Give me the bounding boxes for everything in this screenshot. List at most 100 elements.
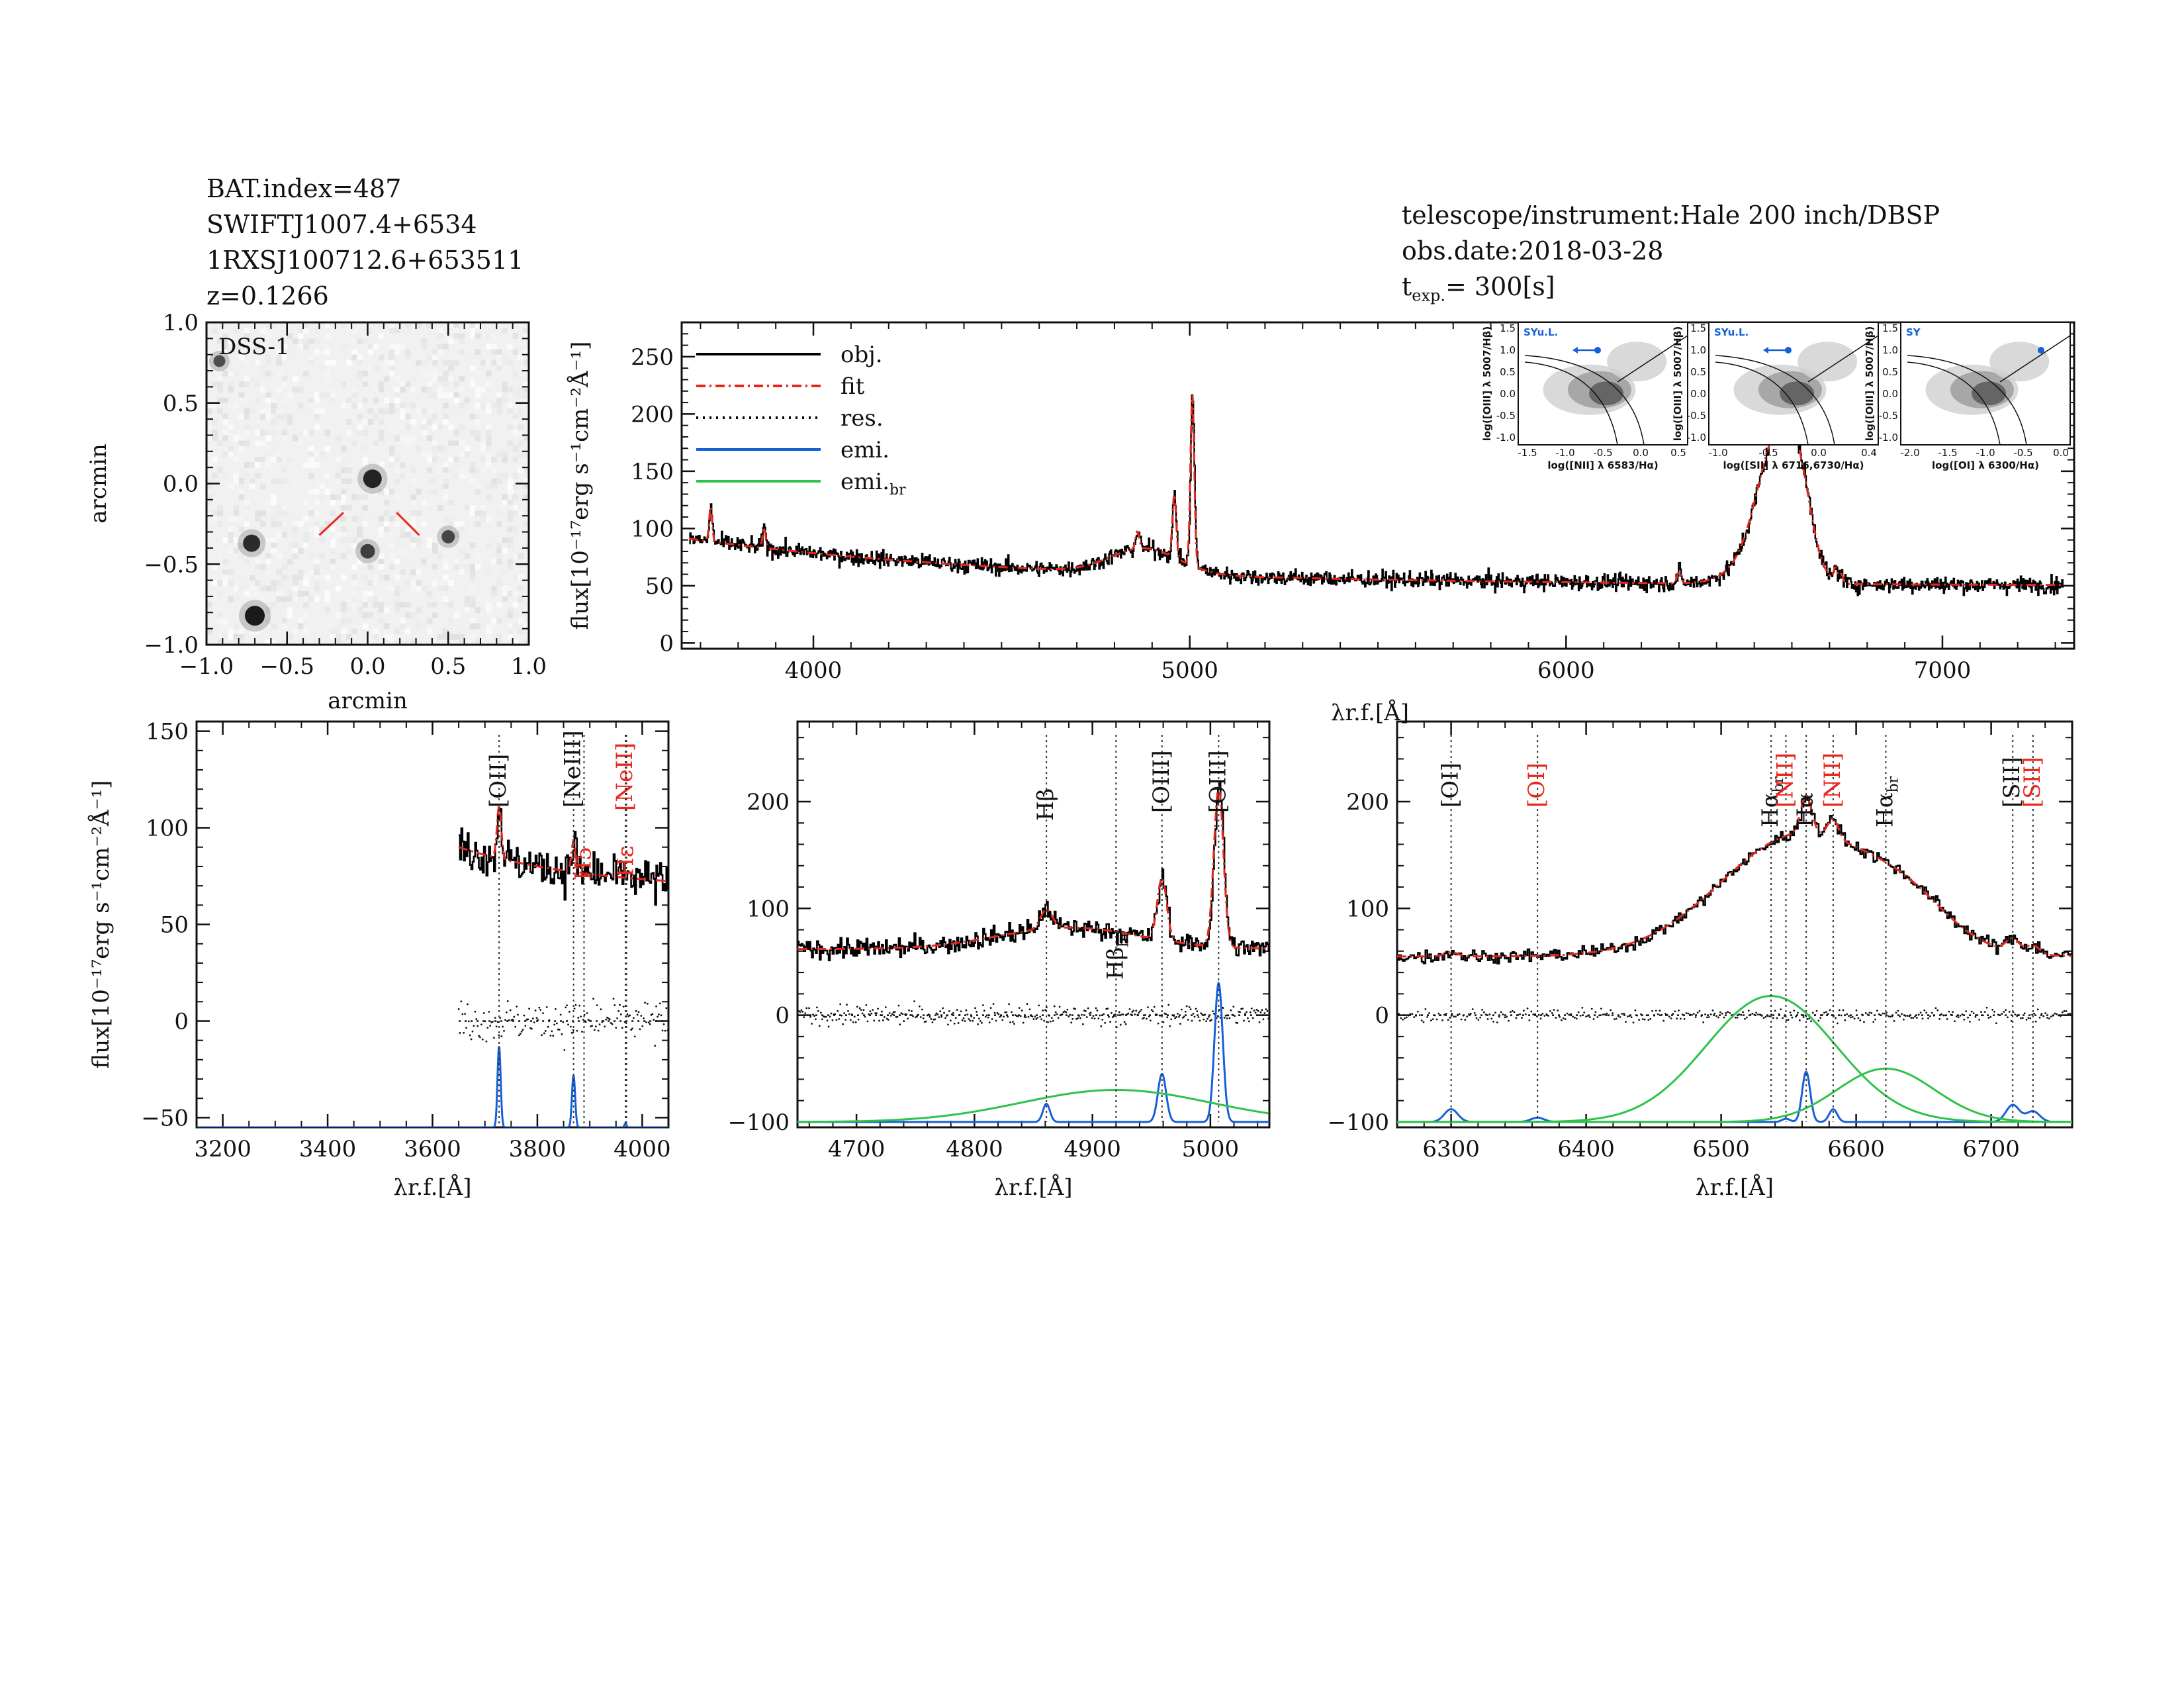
- image-pixel: [405, 413, 411, 420]
- residual-point: [1462, 1014, 1465, 1017]
- image-pixel: [426, 456, 433, 463]
- residual-point: [987, 1016, 989, 1019]
- image-pixel: [206, 402, 212, 409]
- image-pixel: [469, 499, 476, 506]
- image-pixel: [271, 499, 277, 506]
- residual-point: [984, 1015, 987, 1018]
- residual-point: [645, 1021, 647, 1023]
- residual-point: [1903, 1018, 1905, 1021]
- image-pixel: [340, 564, 347, 570]
- legend-label: obj.: [841, 342, 883, 368]
- arrow-head: [1572, 347, 1578, 353]
- image-pixel: [410, 381, 417, 387]
- image-pixel: [217, 408, 223, 414]
- image-pixel: [297, 430, 304, 436]
- image-pixel: [475, 494, 481, 500]
- y-tick-label: 0: [775, 1003, 790, 1029]
- image-pixel: [378, 596, 385, 602]
- residual-point: [2060, 1015, 2062, 1017]
- image-pixel: [314, 602, 320, 608]
- image-pixel: [394, 590, 400, 597]
- image-pixel: [453, 430, 459, 436]
- x-tick-label: 4800: [946, 1136, 1003, 1162]
- image-pixel: [206, 408, 212, 414]
- y-tick-label: 150: [631, 459, 674, 485]
- image-pixel: [469, 322, 476, 328]
- y-tick-label: 100: [1346, 896, 1389, 922]
- image-pixel: [523, 623, 529, 630]
- image-pixel: [238, 494, 245, 500]
- image-pixel: [388, 564, 395, 570]
- star: [363, 469, 382, 489]
- image-pixel: [271, 419, 277, 425]
- residual-point: [1099, 1014, 1101, 1017]
- image-pixel: [512, 419, 519, 425]
- image-pixel: [260, 381, 266, 387]
- image-pixel: [314, 402, 320, 409]
- image-pixel: [410, 435, 417, 442]
- residual-point: [1430, 1019, 1432, 1021]
- image-pixel: [523, 349, 529, 355]
- image-pixel: [421, 338, 428, 344]
- image-pixel: [518, 585, 524, 592]
- residual-point: [1508, 1019, 1510, 1022]
- inset-y-tick: -1.0: [1687, 432, 1706, 444]
- residual-point: [964, 1020, 966, 1022]
- image-pixel: [319, 392, 326, 399]
- image-pixel: [405, 424, 411, 430]
- image-pixel: [426, 408, 433, 414]
- image-pixel: [335, 628, 341, 635]
- residual-point: [1967, 1016, 1969, 1019]
- image-pixel: [486, 628, 492, 635]
- image-pixel: [496, 510, 502, 516]
- residual-point: [1064, 1010, 1066, 1013]
- residual-point: [598, 1023, 601, 1025]
- image-pixel: [297, 440, 304, 447]
- image-pixel: [491, 402, 497, 409]
- emission-line-label: [OI]: [1437, 763, 1464, 808]
- image-pixel: [421, 559, 428, 565]
- y-tick-label: 0: [174, 1008, 189, 1035]
- residual-point: [1227, 1014, 1230, 1017]
- residual-point: [1242, 1008, 1244, 1010]
- image-pixel: [469, 526, 476, 533]
- residual-point: [518, 1034, 520, 1037]
- residual-point: [1608, 1014, 1610, 1017]
- residual-point: [1174, 1017, 1176, 1019]
- image-pixel: [512, 483, 519, 490]
- image-pixel: [308, 445, 314, 452]
- image-pixel: [255, 344, 261, 350]
- image-pixel: [351, 424, 357, 430]
- image-pixel: [265, 322, 271, 328]
- residual-point: [1084, 1010, 1087, 1012]
- residual-point: [1070, 1021, 1073, 1024]
- residual-point: [1895, 1011, 1897, 1014]
- image-pixel: [335, 445, 341, 452]
- image-pixel: [217, 612, 223, 618]
- image-pixel: [383, 607, 390, 613]
- residual-point: [569, 1025, 572, 1028]
- image-pixel: [448, 633, 454, 640]
- image-pixel: [297, 344, 304, 350]
- image-pixel: [335, 435, 341, 442]
- image-pixel: [443, 516, 449, 522]
- image-pixel: [459, 639, 465, 645]
- image-pixel: [464, 473, 471, 479]
- image-pixel: [388, 328, 395, 334]
- image-pixel: [362, 499, 368, 506]
- residual-point: [1528, 1019, 1531, 1021]
- image-pixel: [383, 489, 390, 495]
- residual-point: [1581, 1006, 1584, 1009]
- residual-point: [1046, 1006, 1048, 1009]
- residual-point: [2020, 1017, 2022, 1019]
- residual-point: [2056, 1013, 2058, 1015]
- residual-point: [1135, 1009, 1138, 1012]
- image-pixel: [276, 349, 283, 355]
- residual-point: [1511, 1009, 1514, 1012]
- image-pixel: [443, 526, 449, 533]
- image-pixel: [260, 537, 266, 543]
- residual-point: [929, 1015, 931, 1018]
- image-pixel: [362, 397, 368, 404]
- image-pixel: [443, 628, 449, 635]
